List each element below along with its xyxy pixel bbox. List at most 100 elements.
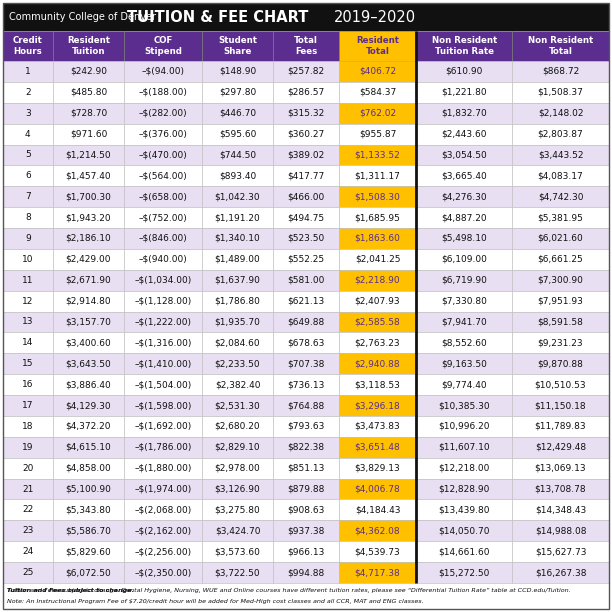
Text: $14,661.60: $14,661.60 [438, 547, 490, 556]
Bar [274, 61, 338, 82]
Bar [274, 291, 338, 312]
Bar [416, 82, 512, 103]
Text: $793.63: $793.63 [287, 422, 325, 431]
Bar [3, 479, 53, 499]
Bar [512, 31, 609, 61]
Bar [53, 416, 124, 437]
Text: $581.00: $581.00 [287, 276, 325, 285]
Bar [124, 499, 202, 520]
Bar [416, 374, 512, 395]
Bar [3, 437, 53, 458]
Text: $5,829.60: $5,829.60 [65, 547, 111, 556]
Text: $1,221.80: $1,221.80 [441, 88, 487, 97]
Bar [416, 312, 512, 332]
Text: $9,774.40: $9,774.40 [441, 380, 487, 389]
Text: $7,951.93: $7,951.93 [537, 297, 583, 305]
Bar [512, 437, 609, 458]
Bar [416, 228, 512, 249]
Text: 6: 6 [25, 171, 31, 181]
Bar [202, 520, 274, 541]
Bar [416, 144, 512, 165]
Text: $7,941.70: $7,941.70 [441, 318, 487, 326]
Text: $678.63: $678.63 [287, 338, 325, 348]
Text: $1,508.37: $1,508.37 [537, 88, 583, 97]
Bar [338, 562, 416, 583]
Text: $1,457.40: $1,457.40 [65, 171, 111, 181]
Text: –$(940.00): –$(940.00) [138, 255, 187, 264]
Bar [338, 144, 416, 165]
Bar [3, 312, 53, 332]
Bar [416, 541, 512, 562]
Bar [53, 228, 124, 249]
Bar [512, 270, 609, 291]
Bar [124, 103, 202, 124]
Bar [124, 562, 202, 583]
Bar [512, 144, 609, 165]
Text: $6,021.60: $6,021.60 [538, 234, 583, 243]
Bar [124, 541, 202, 562]
Bar [202, 124, 274, 144]
Bar [338, 82, 416, 103]
Bar [338, 520, 416, 541]
Bar [416, 437, 512, 458]
Text: $3,473.83: $3,473.83 [354, 422, 400, 431]
Bar [274, 332, 338, 353]
Text: $1,340.10: $1,340.10 [215, 234, 260, 243]
Text: 7: 7 [25, 192, 31, 201]
Text: $2,803.87: $2,803.87 [538, 130, 583, 138]
Bar [416, 353, 512, 374]
Bar [202, 165, 274, 186]
Text: –$(2,068.00): –$(2,068.00) [135, 506, 192, 515]
Text: –$(1,128.00): –$(1,128.00) [135, 297, 192, 305]
Bar [124, 520, 202, 541]
Bar [202, 186, 274, 207]
Bar [274, 270, 338, 291]
Text: $5,100.90: $5,100.90 [65, 485, 111, 493]
Text: $937.38: $937.38 [287, 526, 325, 536]
Bar [124, 437, 202, 458]
Bar [416, 520, 512, 541]
Text: $9,163.50: $9,163.50 [441, 359, 487, 368]
Text: –$(94.00): –$(94.00) [141, 67, 184, 76]
Text: $4,742.30: $4,742.30 [538, 192, 583, 201]
Bar [274, 458, 338, 479]
Bar [338, 458, 416, 479]
Text: –$(470.00): –$(470.00) [138, 151, 187, 160]
Text: $955.87: $955.87 [359, 130, 396, 138]
Text: $12,429.48: $12,429.48 [535, 442, 586, 452]
Bar [274, 541, 338, 562]
Text: $1,832.70: $1,832.70 [441, 109, 487, 118]
Bar [3, 103, 53, 124]
Text: $1,786.80: $1,786.80 [215, 297, 261, 305]
Text: 15: 15 [22, 359, 34, 368]
Text: $1,311.17: $1,311.17 [354, 171, 400, 181]
Text: Note: An Instructional Program Fee of $7.20/credit hour will be added for Med-Hi: Note: An Instructional Program Fee of $7… [7, 599, 424, 604]
Text: –$(1,880.00): –$(1,880.00) [134, 464, 192, 472]
Bar [3, 458, 53, 479]
Bar [3, 82, 53, 103]
Bar [338, 332, 416, 353]
Text: 14: 14 [22, 338, 34, 348]
Bar [274, 249, 338, 270]
Bar [202, 31, 274, 61]
Bar [3, 562, 53, 583]
Bar [274, 374, 338, 395]
Bar [416, 416, 512, 437]
Text: $1,700.30: $1,700.30 [65, 192, 111, 201]
Bar [202, 458, 274, 479]
Text: $2,671.90: $2,671.90 [65, 276, 111, 285]
Text: $13,708.78: $13,708.78 [535, 485, 586, 493]
Text: $1,685.95: $1,685.95 [354, 213, 400, 222]
Text: $2,829.10: $2,829.10 [215, 442, 260, 452]
Bar [274, 479, 338, 499]
Text: $1,943.20: $1,943.20 [65, 213, 111, 222]
Text: $6,719.90: $6,719.90 [441, 276, 487, 285]
Bar [274, 520, 338, 541]
Bar [124, 353, 202, 374]
Text: Non Resident
Tuition Rate: Non Resident Tuition Rate [431, 36, 497, 56]
Text: $12,828.90: $12,828.90 [438, 485, 490, 493]
Text: $3,829.13: $3,829.13 [354, 464, 400, 472]
Text: Tuition and Fees subject to change. Dental Hygiene, Nursing, WUE and Online cour: Tuition and Fees subject to change. Dent… [7, 588, 570, 593]
Bar [274, 499, 338, 520]
Text: $11,789.83: $11,789.83 [535, 422, 586, 431]
